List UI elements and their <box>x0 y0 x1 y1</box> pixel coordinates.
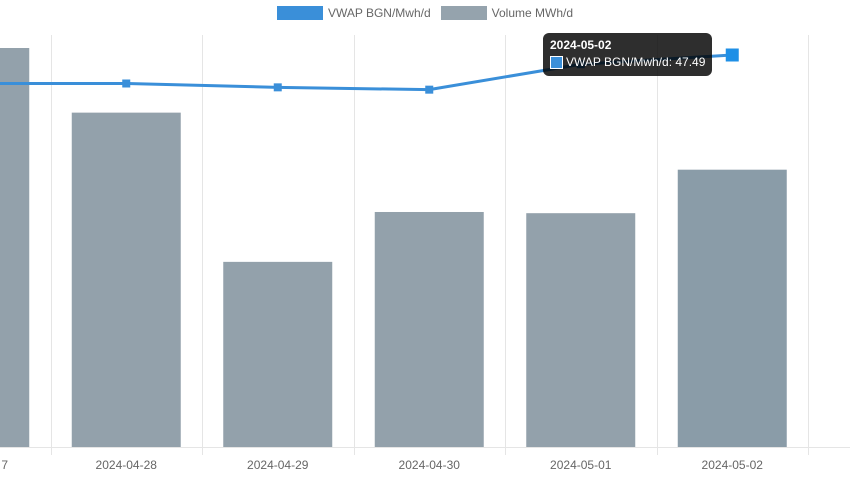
grid-lines <box>0 35 850 448</box>
x-tick-label: 2024-05-02 <box>702 458 764 472</box>
tooltip-color-swatch <box>550 56 563 69</box>
x-tick-label: 2024-04-29 <box>247 458 309 472</box>
vwap-point-2024-04-30[interactable] <box>425 85 434 94</box>
volume-bar-2024-04-28[interactable] <box>71 112 181 447</box>
x-tick-label: 7 <box>1 458 8 472</box>
volume-bar-2024-04-29[interactable] <box>223 261 333 447</box>
legend-swatch-volume <box>440 6 487 20</box>
legend-label-vwap: VWAP BGN/Mwh/d <box>327 6 431 20</box>
tooltip-title: 2024-05-02 <box>550 38 612 52</box>
legend-label-volume: Volume MWh/d <box>491 6 574 20</box>
x-axis-ticks: 7 2024-04-28 2024-04-29 2024-04-30 2024-05-0… <box>1 447 809 472</box>
x-tick-label: 2024-05-01 <box>550 458 612 472</box>
tooltip-row: VWAP BGN/Mwh/d: 47.49 <box>550 54 705 71</box>
legend-item-vwap[interactable]: VWAP BGN/Mwh/d <box>276 6 431 20</box>
volume-bar-2024-05-02[interactable] <box>677 169 787 447</box>
volume-bars <box>0 48 787 447</box>
chart-tooltip: 2024-05-02 VWAP BGN/Mwh/d: 47.49 <box>543 33 713 76</box>
legend-swatch-vwap <box>276 6 323 20</box>
legend-item-volume[interactable]: Volume MWh/d <box>440 6 574 20</box>
volume-bar-2024-04-30[interactable] <box>374 211 484 447</box>
chart-legend: VWAP BGN/Mwh/d Volume MWh/d <box>0 6 850 20</box>
vwap-point-2024-05-02[interactable] <box>725 48 739 62</box>
vwap-point-2024-04-28[interactable] <box>122 79 131 88</box>
x-tick-label: 2024-04-30 <box>399 458 461 472</box>
volume-bar-2024-05-01[interactable] <box>526 213 636 447</box>
x-tick-label: 2024-04-28 <box>96 458 158 472</box>
tooltip-label: VWAP BGN/Mwh/d: 47.49 <box>566 55 706 69</box>
volume-bar-2024-04-27[interactable] <box>0 48 30 447</box>
vwap-point-2024-04-29[interactable] <box>273 83 282 92</box>
